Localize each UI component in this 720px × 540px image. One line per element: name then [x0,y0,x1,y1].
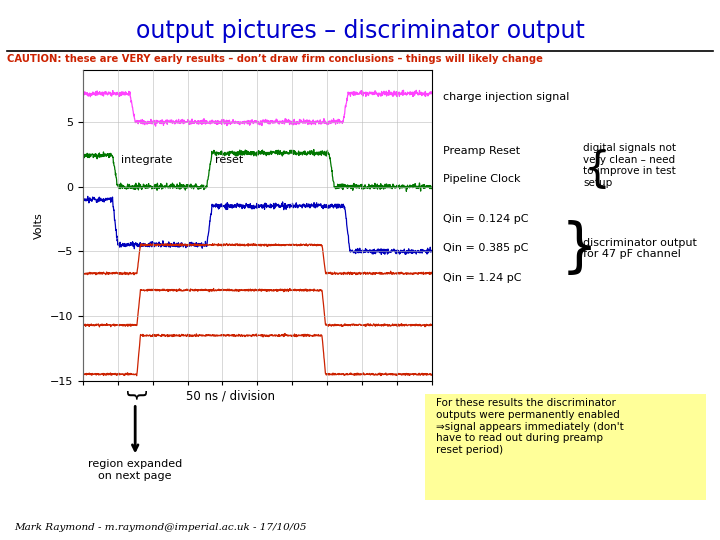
Text: }: } [576,145,601,187]
Text: CAUTION: these are VERY early results – don’t draw firm conclusions – things wil: CAUTION: these are VERY early results – … [7,54,543,64]
Text: digital signals not
very clean – need
to improve in test
setup: digital signals not very clean – need to… [583,143,676,188]
Text: charge injection signal: charge injection signal [443,92,570,102]
Y-axis label: Volts: Volts [34,212,44,239]
Text: Qin = 0.124 pC: Qin = 0.124 pC [443,214,528,224]
Text: output pictures – discriminator output: output pictures – discriminator output [135,19,585,43]
Text: 50 ns / division: 50 ns / division [186,389,274,402]
Text: Mark Raymond - m.raymond@imperial.ac.uk - 17/10/05: Mark Raymond - m.raymond@imperial.ac.uk … [14,523,307,532]
Text: }: } [562,220,597,277]
Text: integrate: integrate [121,156,173,165]
Text: Preamp Reset: Preamp Reset [443,146,520,156]
Text: reset: reset [215,156,244,165]
Text: For these results the discriminator
outputs were permanently enabled
⇒signal app: For these results the discriminator outp… [436,399,624,455]
Text: Pipeline Clock: Pipeline Clock [443,174,521,184]
Text: Qin = 1.24 pC: Qin = 1.24 pC [443,273,521,283]
Text: Qin = 0.385 pC: Qin = 0.385 pC [443,244,528,253]
Text: discriminator output
for 47 pF channel: discriminator output for 47 pF channel [583,238,697,259]
Text: region expanded
on next page: region expanded on next page [88,459,182,481]
Text: {: { [125,386,145,400]
